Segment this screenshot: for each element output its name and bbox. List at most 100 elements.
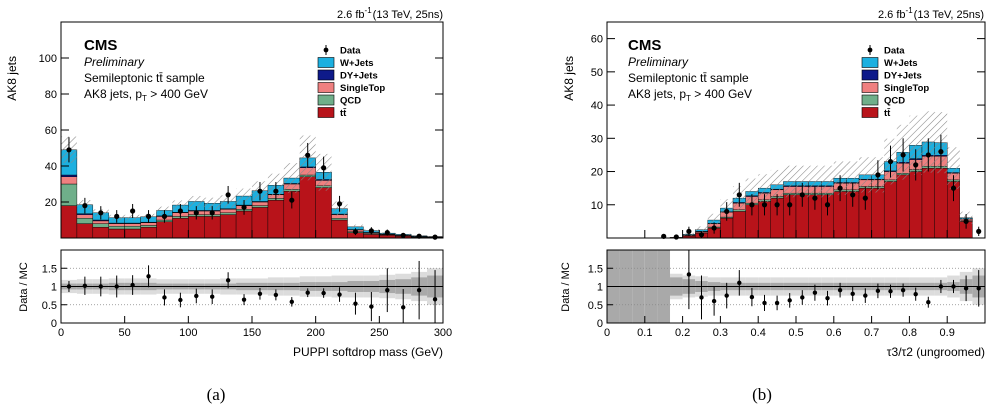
y-tick-label: 40 [591, 100, 603, 112]
stack-bar-qcd [76, 217, 94, 224]
ratio-point [837, 287, 843, 293]
data-point [824, 202, 831, 208]
x-axis-title: PUPPI softdrop mass (GeV) [293, 345, 443, 359]
legend-swatch [861, 107, 879, 118]
legend-swatch [317, 94, 335, 106]
mc-uncertainty-hatch [758, 174, 771, 203]
stack-bar-singletop [124, 223, 141, 227]
legend-label: tt̄ [340, 108, 347, 119]
data-point [98, 210, 104, 216]
ratio-y-tick-label: 1.5 [42, 263, 57, 275]
mc-uncertainty-hatch [909, 115, 922, 175]
data-point [321, 165, 327, 171]
legend-label: SingleTop [340, 83, 385, 94]
x-tick-label: 0.9 [940, 327, 955, 339]
stack-bar-singletop [60, 176, 78, 185]
data-point [336, 201, 343, 207]
x-tick-label: 0 [604, 327, 610, 339]
preliminary-label: Preliminary [84, 55, 145, 69]
cut-label: AK8 jets, pT > 400 GeV [84, 87, 208, 103]
x-tick-label: 0.1 [637, 327, 652, 339]
data-point [711, 225, 717, 231]
main-plot-frame: 20 40 60 80 100 [39, 21, 444, 240]
data-point [698, 232, 705, 238]
mc-uncertainty-hatch [796, 165, 809, 198]
data-point [352, 229, 359, 235]
data-point [900, 152, 906, 158]
legend-label: DY+Jets [340, 71, 378, 82]
ratio-point [98, 284, 103, 289]
data-point [225, 192, 231, 198]
ratio-point [749, 294, 755, 300]
lumi-label: 2.6 fb-1(13 TeV, 25ns) [878, 6, 984, 21]
data-point [761, 202, 768, 208]
data-point [774, 202, 780, 208]
stack-bar-tt- [60, 205, 78, 239]
ratio-point [194, 293, 199, 299]
ratio-point [241, 297, 247, 302]
stack-bar-tt- [76, 223, 94, 239]
ratio-point [178, 297, 183, 303]
cms-label: CMS [84, 37, 117, 54]
y-tick-label: 80 [45, 89, 57, 101]
data-point [686, 228, 692, 234]
data-point [241, 204, 247, 210]
stack-bar-qcd [108, 226, 125, 230]
main-plot-frame: 10 20 30 40 50 60 [591, 21, 986, 240]
mc-uncertainty-hatch [783, 165, 796, 198]
cut-label: AK8 jets, pT > 400 GeV [628, 87, 752, 103]
mc-uncertainty-hatch [821, 165, 834, 198]
ratio-y-tick-label: 0.5 [588, 300, 603, 312]
legend-swatch [861, 57, 879, 68]
ratio-point [385, 287, 390, 293]
ratio-point [416, 287, 422, 293]
stack-bar-tt- [124, 228, 141, 239]
stack-bar-tt- [871, 187, 885, 239]
y-axis-title: AK8 jets [562, 56, 576, 101]
ratio-point [130, 282, 135, 288]
data-point [925, 152, 931, 158]
x-tick-label: 0.7 [864, 327, 879, 339]
data-point [145, 213, 152, 219]
data-point [938, 149, 944, 155]
mc-uncertainty-hatch [283, 163, 300, 194]
stack-bar-tt- [299, 176, 316, 239]
data-point [82, 203, 88, 209]
ratio-point [800, 295, 805, 300]
ratio-point [66, 284, 72, 289]
ratio-point [963, 286, 969, 291]
data-point [812, 195, 818, 201]
stack-bar-tt- [172, 217, 189, 239]
ratio-point [825, 295, 830, 301]
x-tick-label: 0.3 [713, 327, 728, 339]
legend-label: Data [340, 46, 361, 57]
ratio-point [875, 288, 881, 294]
legend-swatch [861, 94, 879, 106]
ratio-point [273, 292, 279, 298]
data-point [799, 192, 805, 198]
ratio-point [369, 304, 374, 309]
ratio-point [951, 284, 956, 289]
ratio-point [686, 272, 692, 277]
stack-bar-singletop [251, 201, 269, 206]
ratio-point [711, 298, 717, 304]
ratio-point [432, 297, 438, 302]
stack-bar-singletop [108, 223, 125, 227]
stack-bar-tt- [883, 181, 898, 239]
ratio-point [976, 286, 981, 291]
mc-uncertainty-hatch [808, 165, 822, 198]
legend-data-marker [867, 47, 873, 53]
ratio-y-axis-title: Data / MC [18, 262, 30, 312]
y-tick-label: 60 [45, 125, 57, 137]
stack-bar-tt- [267, 199, 285, 239]
ratio-point [787, 298, 792, 303]
mc-uncertainty-hatch [859, 157, 872, 193]
data-point [384, 230, 390, 236]
data-point [130, 208, 136, 214]
data-point [875, 172, 881, 178]
legend-label: tt̄ [884, 108, 891, 119]
ratio-point [699, 295, 704, 300]
ratio-point [774, 300, 780, 306]
